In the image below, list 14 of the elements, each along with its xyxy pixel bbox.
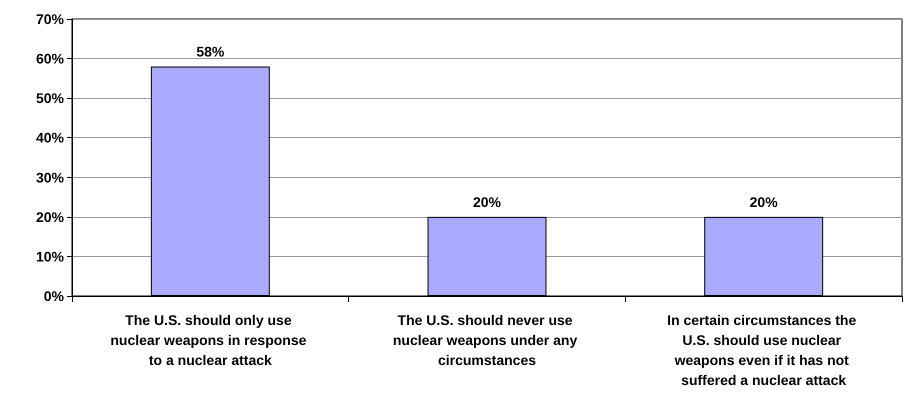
y-tick-label: 30% — [36, 169, 65, 186]
data-label: 20% — [750, 194, 778, 210]
y-tick-label: 60% — [36, 50, 65, 67]
y-tick-label: 70% — [36, 11, 65, 27]
y-tick-label: 50% — [36, 90, 65, 106]
x-tick-label: In certain circumstances the U.S. should use nuclear weapons even if it has not suffered a nuclear attack — [667, 312, 860, 388]
y-tick-label: 20% — [36, 208, 65, 225]
x-tick-label: The U.S. should only use nuclear weapons in response to a nuclear attack — [110, 312, 310, 368]
data-label: 20% — [472, 194, 502, 210]
y-tick-label: 40% — [36, 130, 65, 146]
data-label: 58% — [196, 43, 225, 60]
y-tick-label: 0% — [44, 288, 65, 304]
y-tick-label: 10% — [36, 248, 65, 264]
x-tick-label: The U.S. should never use nuclear weapons under any circumstances — [392, 312, 582, 368]
